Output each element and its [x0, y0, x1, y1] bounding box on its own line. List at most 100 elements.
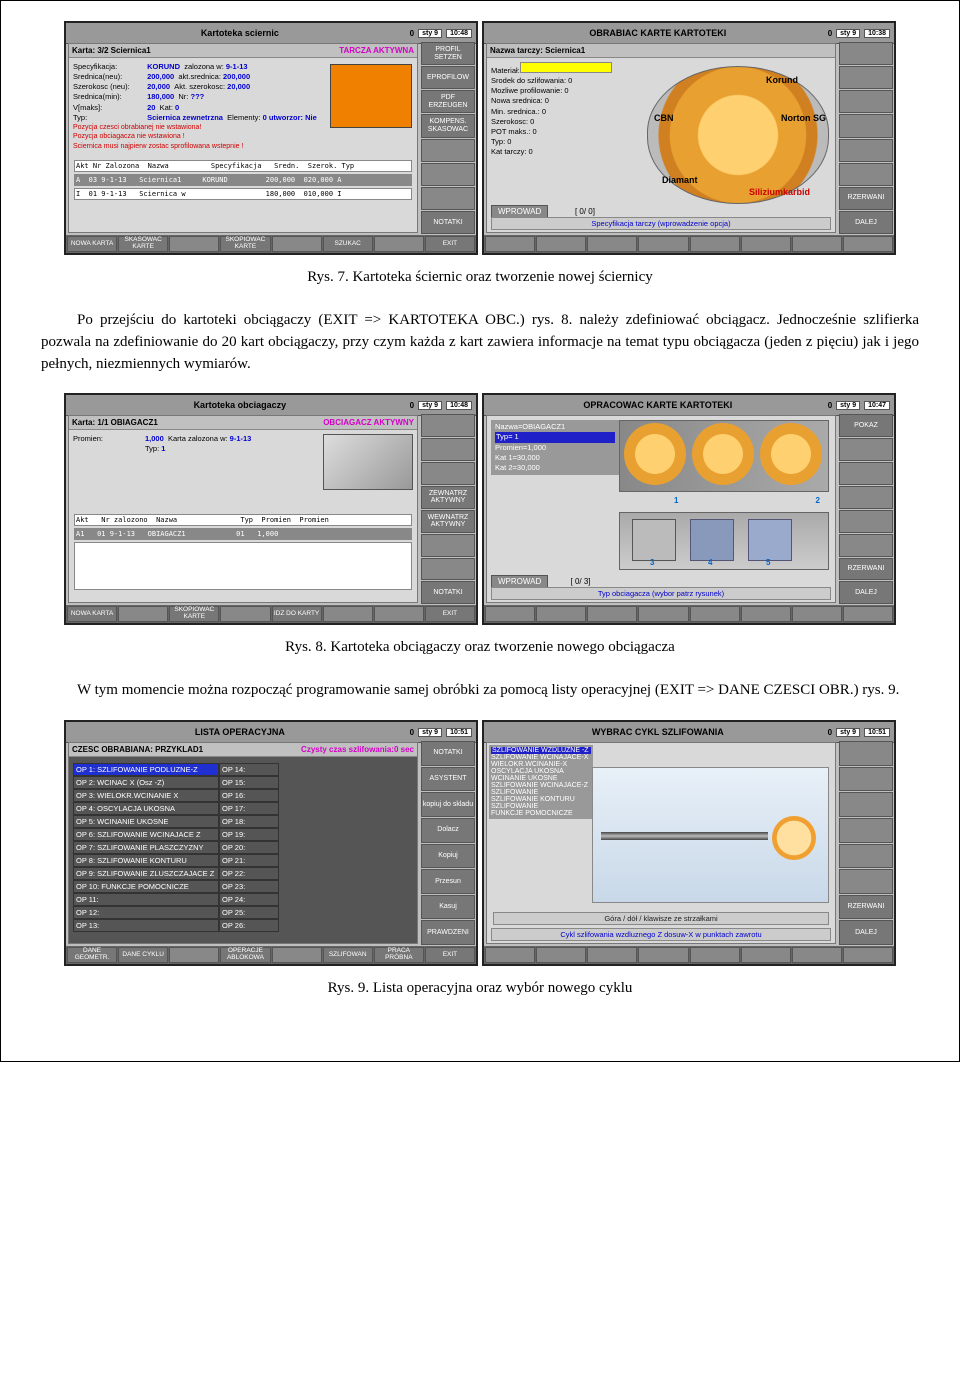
side-btn[interactable]: EPROFILOW [421, 66, 475, 89]
side-btn[interactable] [839, 90, 893, 113]
side-btn[interactable]: ZEWNATRZ AKTYWNY [421, 486, 475, 509]
bot-btn[interactable]: SKOPIOWAC KARTE [169, 606, 219, 622]
menu-item[interactable]: SZLIFOWANIE [491, 789, 591, 796]
side-btn[interactable] [421, 534, 475, 557]
bot-btn[interactable] [843, 947, 893, 963]
side-btn[interactable]: NOTATKI [421, 211, 475, 234]
table-row[interactable]: I 01 9-1-13 Sciernica w 180,000 010,000 … [74, 188, 412, 200]
side-btn[interactable] [421, 462, 475, 485]
bot-btn[interactable]: NOWA KARTA [67, 606, 117, 622]
bot-btn[interactable] [843, 606, 893, 622]
bot-btn[interactable]: EXIT [425, 947, 475, 963]
bot-btn[interactable] [741, 947, 791, 963]
side-btn[interactable] [421, 438, 475, 461]
field-sel[interactable]: Typ= 1 [495, 432, 615, 442]
side-btn[interactable]: NOTATKI [421, 581, 475, 604]
op-item[interactable]: OP 22: [219, 867, 279, 880]
op-item[interactable]: OP 23: [219, 880, 279, 893]
op-item[interactable]: OP 18: [219, 815, 279, 828]
bot-btn[interactable]: SZLIFOWAN [323, 947, 373, 963]
menu-item[interactable]: SZLIFOWANIE WCINAJACE-Z [491, 782, 591, 789]
side-btn[interactable]: RZERWANI [839, 895, 893, 920]
side-btn[interactable]: Kopiuj [421, 844, 475, 869]
op-item[interactable]: OP 25: [219, 906, 279, 919]
menu-item[interactable]: WIELOKR.WCINANIE-X [491, 761, 591, 768]
bot-btn[interactable] [323, 606, 373, 622]
side-btn[interactable] [839, 486, 893, 509]
menu-item[interactable]: WCINANIE UKOSNE [491, 775, 591, 782]
side-btn[interactable] [839, 163, 893, 186]
side-btn[interactable]: PRAWDZENI [421, 920, 475, 945]
op-item[interactable]: OP 6: SZLIFOWANIE WCINAJACE Z [73, 828, 219, 841]
side-btn[interactable] [421, 139, 475, 162]
side-btn[interactable] [421, 187, 475, 210]
bot-btn[interactable] [118, 606, 168, 622]
bot-btn[interactable]: OPERACJE ABLOKOWA [220, 947, 270, 963]
bot-btn[interactable] [792, 606, 842, 622]
side-btn[interactable] [421, 163, 475, 186]
op-item[interactable]: OP 14: [219, 763, 279, 776]
material-input[interactable] [520, 62, 612, 73]
op-item[interactable]: OP 2: WCINAC X (Osz -Z) [73, 776, 219, 789]
side-btn[interactable] [839, 818, 893, 843]
side-btn[interactable] [839, 869, 893, 894]
bot-btn[interactable]: EXIT [425, 606, 475, 622]
bot-btn[interactable]: SKASOWAC KARTE [118, 236, 168, 252]
menu-item[interactable]: FUNKCJE POMOCNICZE [491, 810, 591, 817]
bot-btn[interactable] [638, 236, 688, 252]
side-btn[interactable]: PROFIL SETZEN [421, 42, 475, 65]
side-btn[interactable]: PDF ERZEUGEN [421, 90, 475, 113]
op-item[interactable]: OP 26: [219, 919, 279, 932]
bot-btn[interactable] [272, 236, 322, 252]
bot-btn[interactable] [587, 236, 637, 252]
bot-btn[interactable] [690, 947, 740, 963]
bot-btn[interactable]: DANE CYKLU [118, 947, 168, 963]
side-btn[interactable] [421, 414, 475, 437]
menu-item-sel[interactable]: SZLIFOWANIE WZDLUZNE -Z [491, 747, 591, 754]
side-btn[interactable] [839, 42, 893, 65]
side-btn[interactable] [421, 558, 475, 581]
op-item[interactable]: OP 15: [219, 776, 279, 789]
op-item[interactable]: OP 4: OSCYLACJA UKOSNA [73, 802, 219, 815]
op-item[interactable]: OP 10: FUNKCJE POMOCNICZE [73, 880, 219, 893]
menu-item[interactable]: SZLIFOWANIE [491, 803, 591, 810]
bot-btn[interactable] [587, 606, 637, 622]
side-btn[interactable]: Kasuj [421, 895, 475, 920]
side-btn[interactable]: DALEJ [839, 920, 893, 945]
bot-btn[interactable] [374, 606, 424, 622]
bot-btn[interactable] [485, 236, 535, 252]
bot-btn[interactable]: SKOPIOWAC KARTE [220, 236, 270, 252]
bot-btn[interactable] [536, 606, 586, 622]
bot-btn[interactable] [587, 947, 637, 963]
table-row[interactable]: A 03 9-1-13 Sciernica1 KORUND 200,000 02… [74, 174, 412, 186]
side-btn[interactable]: ASYSTENT [421, 767, 475, 792]
op-item[interactable]: OP 8: SZLIFOWANIE KONTURU [73, 854, 219, 867]
side-btn[interactable]: POKAZ [839, 414, 893, 437]
bot-btn[interactable] [638, 947, 688, 963]
menu-item[interactable]: OSCYLACJA UKOSNA [491, 768, 591, 775]
op-item[interactable]: OP 7: SZLIFOWANIE PLASZCZYZNY [73, 841, 219, 854]
op-item[interactable]: OP 5: WCINANIE UKOSNE [73, 815, 219, 828]
bot-btn[interactable]: EXIT [425, 236, 475, 252]
op-item[interactable]: OP 17: [219, 802, 279, 815]
bot-btn[interactable] [536, 236, 586, 252]
op-item[interactable]: OP 1: SZLIFOWANIE PODLUZNE-Z [73, 763, 219, 776]
op-item[interactable]: OP 12: [73, 906, 219, 919]
side-btn[interactable] [839, 767, 893, 792]
bot-btn[interactable] [169, 947, 219, 963]
side-btn[interactable] [839, 139, 893, 162]
side-btn[interactable]: KOMPENS. SKASOWAC [421, 114, 475, 137]
bot-btn[interactable] [485, 947, 535, 963]
side-btn[interactable]: RZERWANI [839, 187, 893, 210]
side-btn[interactable]: RZERWANI [839, 558, 893, 581]
bot-btn[interactable] [272, 947, 322, 963]
op-item[interactable]: OP 19: [219, 828, 279, 841]
op-item[interactable]: OP 9: SZLIFOWANIE ZLUSZCZAJACE Z [73, 867, 219, 880]
op-item[interactable]: OP 16: [219, 789, 279, 802]
bot-btn[interactable] [638, 606, 688, 622]
bot-btn[interactable] [374, 236, 424, 252]
bot-btn[interactable] [843, 236, 893, 252]
side-btn[interactable] [839, 792, 893, 817]
bot-btn[interactable]: SZUKAC [323, 236, 373, 252]
side-btn[interactable]: NOTATKI [421, 741, 475, 766]
